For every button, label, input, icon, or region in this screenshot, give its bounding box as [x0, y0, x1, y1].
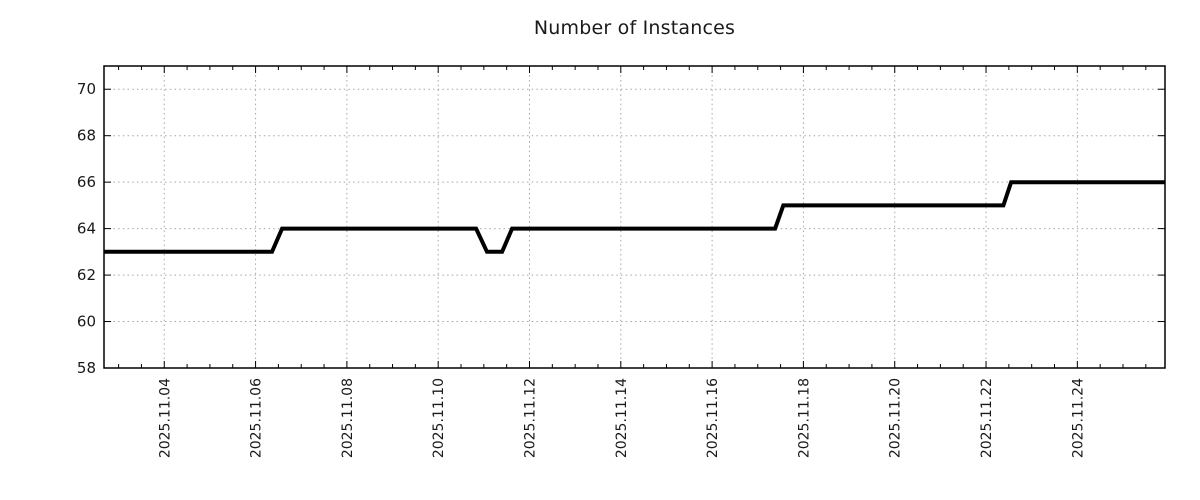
x-tick-label: 2025.11.18: [796, 378, 812, 458]
y-tick-label: 70: [77, 80, 96, 98]
y-tick-label: 68: [77, 127, 96, 145]
x-tick-label: 2025.11.08: [340, 378, 356, 458]
x-tick-label: 2025.11.22: [979, 378, 995, 458]
chart-title: Number of Instances: [533, 17, 736, 39]
x-tick-label: 2025.11.04: [157, 378, 173, 458]
x-tick-label: 2025.11.12: [523, 378, 539, 458]
y-tick-label: 66: [77, 173, 96, 191]
x-tick-label: 2025.11.14: [614, 378, 630, 458]
x-tick-label: 2025.11.24: [1070, 378, 1086, 458]
y-tick-label: 64: [77, 220, 96, 238]
series-line-instances: [104, 180, 1165, 254]
y-tick-label: 60: [77, 313, 96, 331]
x-tick-label: 2025.11.10: [431, 378, 447, 458]
y-tick-label: 62: [77, 266, 96, 284]
y-tick-label: 58: [77, 359, 96, 377]
x-tick-label: 2025.11.20: [888, 378, 904, 458]
plot-border: [103, 65, 1166, 369]
x-tick-label: 2025.11.16: [705, 378, 721, 458]
x-tick-label: 2025.11.06: [249, 378, 265, 458]
